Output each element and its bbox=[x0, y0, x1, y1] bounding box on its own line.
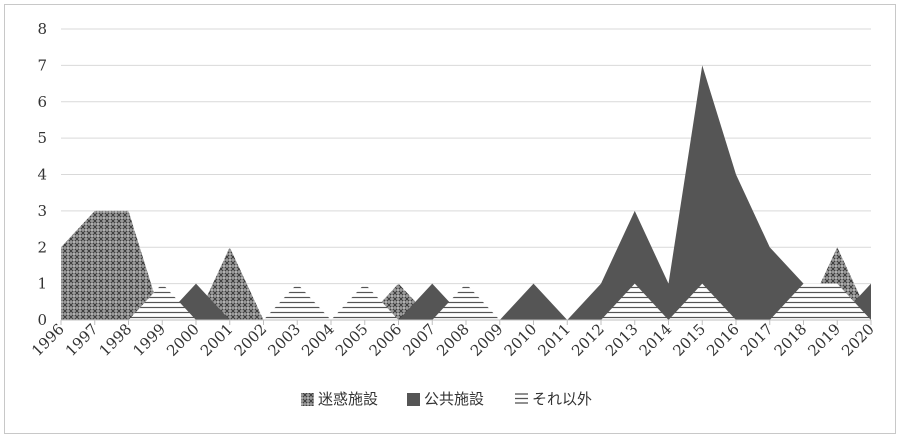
x-tick-label: 2007 bbox=[399, 320, 439, 360]
legend: 迷惑施設 公共施設 それ以外 bbox=[301, 390, 592, 408]
y-tick-label: 3 bbox=[37, 202, 47, 220]
y-tick-label: 6 bbox=[37, 93, 47, 111]
x-tick-label: 2016 bbox=[703, 320, 743, 360]
x-tick-label: 1997 bbox=[62, 320, 102, 360]
x-tick-label: 1998 bbox=[96, 320, 136, 360]
y-tick-label: 5 bbox=[37, 129, 47, 147]
x-tick-label: 2006 bbox=[366, 320, 406, 360]
x-tick-label: 2019 bbox=[804, 320, 844, 360]
legend-swatch bbox=[301, 393, 314, 406]
x-tick-label: 2018 bbox=[771, 320, 811, 360]
area-chart: 0123456781996199719981999200020012002200… bbox=[28, 20, 878, 408]
y-tick-label: 7 bbox=[37, 56, 47, 74]
area-series-3 bbox=[61, 283, 871, 320]
y-tick-label: 1 bbox=[37, 275, 47, 293]
area-series-2 bbox=[61, 65, 871, 320]
x-tick-label: 2001 bbox=[197, 320, 237, 360]
legend-label: 公共施設 bbox=[424, 390, 484, 408]
x-tick-label: 2009 bbox=[467, 320, 507, 360]
y-tick-label: 2 bbox=[37, 238, 47, 256]
x-tick-label: 2010 bbox=[501, 320, 541, 360]
x-tick-label: 2013 bbox=[602, 320, 642, 360]
x-tick-label: 2020 bbox=[838, 320, 878, 360]
x-tick-label: 2004 bbox=[298, 320, 338, 360]
x-tick-label: 1999 bbox=[129, 320, 169, 360]
y-tick-label: 0 bbox=[37, 311, 47, 329]
x-tick-label: 2008 bbox=[433, 320, 473, 360]
legend-label: 迷惑施設 bbox=[318, 390, 378, 408]
legend-item-3: それ以外 bbox=[515, 390, 592, 408]
x-tick-label: 2002 bbox=[231, 320, 271, 360]
x-tick-label: 2000 bbox=[163, 320, 203, 360]
series-areas bbox=[61, 65, 871, 320]
x-tick-label: 2014 bbox=[636, 320, 676, 360]
axes: 0123456781996199719981999200020012002200… bbox=[28, 20, 878, 360]
gridlines bbox=[61, 28, 871, 285]
chart-frame: 0 1 2 3 4 5 6 7 8 1996 1997 1998 1999 2000 2001 2002 200… bbox=[4, 4, 896, 434]
x-tick-label: 2003 bbox=[264, 320, 304, 360]
y-tick-label: 4 bbox=[37, 166, 47, 184]
legend-item-1: 迷惑施設 bbox=[301, 390, 378, 408]
x-tick-label: 2011 bbox=[534, 320, 574, 360]
legend-label: それ以外 bbox=[532, 390, 592, 408]
x-tick-label: 2005 bbox=[332, 320, 372, 360]
legend-swatch bbox=[407, 393, 420, 406]
x-tick-label: 1996 bbox=[28, 320, 68, 360]
x-tick-label: 2017 bbox=[737, 320, 777, 360]
legend-item-2: 公共施設 bbox=[407, 390, 484, 408]
x-tick-label: 2015 bbox=[669, 320, 709, 360]
x-tick-label: 2012 bbox=[568, 320, 608, 360]
y-tick-label: 8 bbox=[37, 20, 47, 38]
legend-swatch bbox=[515, 393, 528, 406]
